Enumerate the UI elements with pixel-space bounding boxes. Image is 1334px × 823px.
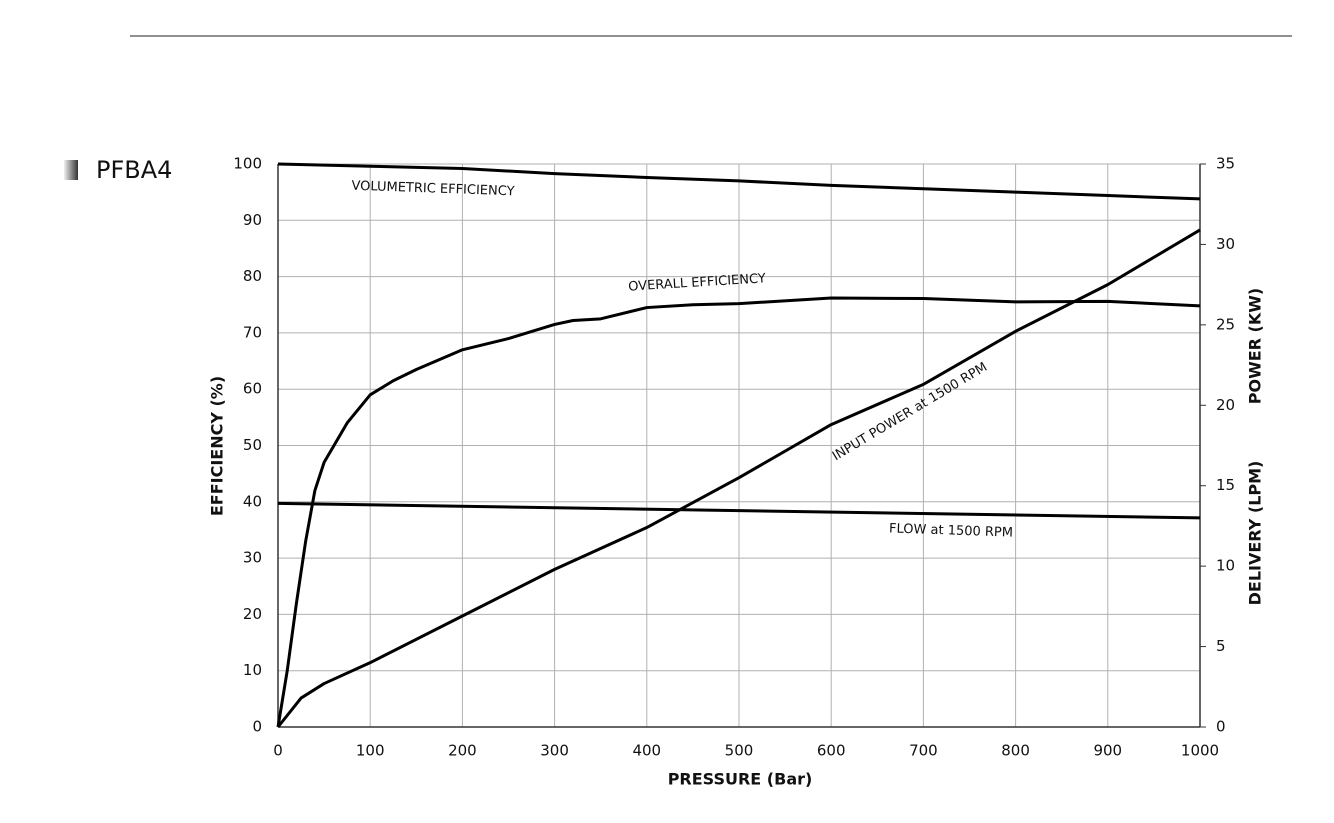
x-tick-label: 700: [909, 742, 938, 760]
x-tick-label: 100: [356, 742, 385, 760]
title-icon: [64, 160, 78, 180]
y2-axis-label: POWER (KW): [1246, 288, 1265, 404]
y2-tick-label: 25: [1216, 315, 1235, 333]
x-tick-label: 200: [448, 742, 477, 760]
y2-tick-label: 0: [1216, 718, 1226, 736]
y-tick-label: 60: [243, 380, 262, 398]
curve: [276, 296, 1201, 728]
y-tick-label: 40: [243, 492, 262, 510]
y-tick-label: 70: [243, 323, 262, 341]
y2-axis-label: DELIVERY (LPM): [1246, 461, 1265, 606]
x-tick-label: 400: [632, 742, 661, 760]
y2-tick-label: 35: [1216, 155, 1235, 173]
y-tick-label: 90: [243, 211, 262, 229]
y-tick-label: 50: [243, 436, 262, 454]
y2-tick-label: 10: [1216, 557, 1235, 575]
curve-label: OVERALL EFFICIENCY: [628, 271, 766, 294]
curve-label: VOLUMETRIC EFFICIENCY: [351, 179, 515, 200]
y2-tick-label: 15: [1216, 476, 1235, 494]
y-tick-label: 20: [243, 605, 262, 623]
x-tick-label: 0: [273, 742, 283, 760]
y-tick-label: 80: [243, 267, 262, 285]
x-tick-label: 800: [1001, 742, 1030, 760]
y-tick-label: 0: [252, 718, 262, 736]
curve: [276, 228, 1201, 728]
y2-tick-label: 20: [1216, 396, 1235, 414]
curve-label: INPUT POWER at 1500 RPM: [830, 360, 990, 464]
y2-tick-label: 30: [1216, 235, 1235, 253]
x-tick-label: 600: [817, 742, 846, 760]
x-axis-label: PRESSURE (Bar): [668, 770, 813, 789]
x-tick-label: 1000: [1181, 742, 1219, 760]
y-axis-label: EFFICIENCY (%): [208, 376, 227, 516]
curve: [277, 501, 1201, 520]
x-tick-label: 300: [540, 742, 569, 760]
y-tick-label: 30: [243, 549, 262, 567]
curve-label: FLOW at 1500 RPM: [889, 521, 1013, 540]
chart-title: PFBA4: [96, 156, 172, 184]
curve: [277, 162, 1201, 201]
x-tick-label: 900: [1093, 742, 1122, 760]
y-tick-label: 10: [243, 661, 262, 679]
x-tick-label: 500: [725, 742, 754, 760]
y2-tick-label: 5: [1216, 637, 1226, 655]
y-tick-label: 100: [233, 155, 262, 173]
